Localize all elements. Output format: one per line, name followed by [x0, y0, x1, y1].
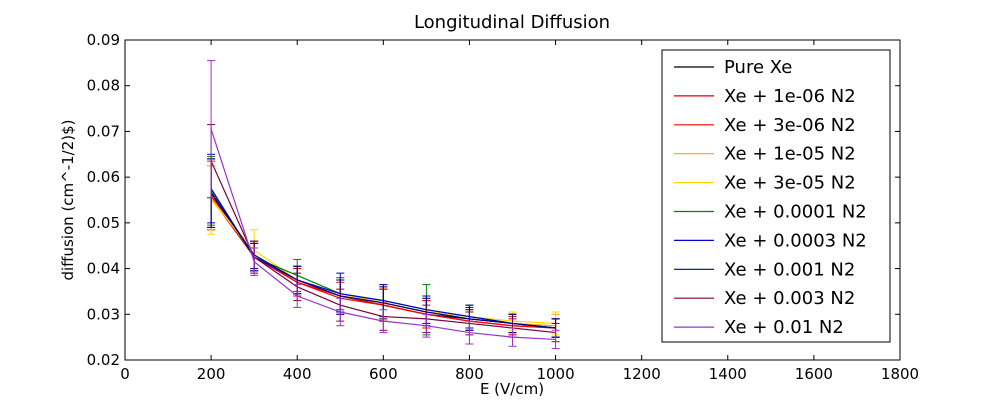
y-tick-label: 0.05 [87, 214, 120, 232]
legend-label: Xe + 0.01 N2 [724, 317, 844, 338]
x-tick-label: 1600 [795, 365, 833, 383]
series-line [210, 128, 556, 341]
x-tick-label: 800 [455, 365, 484, 383]
x-tick-label: 400 [283, 365, 312, 383]
x-tick-label: 600 [369, 365, 398, 383]
y-tick-label: 0.09 [87, 31, 120, 49]
y-tick-label: 0.07 [87, 122, 120, 140]
legend-label: Xe + 0.003 N2 [724, 288, 855, 309]
legend: Pure Xe Xe + 1e-06 N2 Xe + 3e-06 N2 Xe + 1e… [661, 49, 891, 343]
x-tick-label: 1800 [881, 365, 919, 383]
chart-title: Longitudinal Diffusion [414, 12, 610, 33]
x-tick-label: 1000 [536, 365, 574, 383]
x-axis-title: E (V/cm) [480, 380, 544, 398]
y-tick-label: 0.03 [87, 305, 120, 323]
plot-area [207, 60, 560, 350]
y-tick-label: 0.02 [87, 351, 120, 369]
y-axis: 0.02 0.03 0.04 0.05 0.06 0.07 0.08 0.09 [87, 31, 900, 369]
series-9 [207, 60, 560, 350]
legend-label: Xe + 0.001 N2 [724, 259, 855, 280]
legend-label: Pure Xe [724, 57, 792, 78]
legend-label: Xe + 0.0001 N2 [724, 202, 867, 223]
series-8 [207, 124, 560, 343]
legend-label: Xe + 0.0003 N2 [724, 230, 867, 251]
legend-label: Xe + 3e-05 N2 [724, 173, 856, 194]
y-axis-title: diffusion (cm^-1/2)$) [59, 119, 77, 280]
y-tick-label: 0.08 [87, 77, 120, 95]
x-tick-label: 0 [120, 365, 130, 383]
legend-box [661, 49, 891, 343]
legend-label: Xe + 1e-05 N2 [724, 144, 856, 165]
x-tick-label: 200 [197, 365, 226, 383]
legend-label: Xe + 3e-06 N2 [724, 115, 856, 136]
y-tick-label: 0.04 [87, 260, 120, 278]
legend-label: Xe + 1e-06 N2 [724, 86, 856, 107]
axes-frame [124, 39, 901, 361]
x-tick-label: 1400 [709, 365, 747, 383]
x-axis: 0 200 400 600 800 1000 1200 1400 1600 1800 [120, 40, 919, 383]
y-tick-label: 0.06 [87, 168, 120, 186]
x-tick-label: 1200 [623, 365, 661, 383]
